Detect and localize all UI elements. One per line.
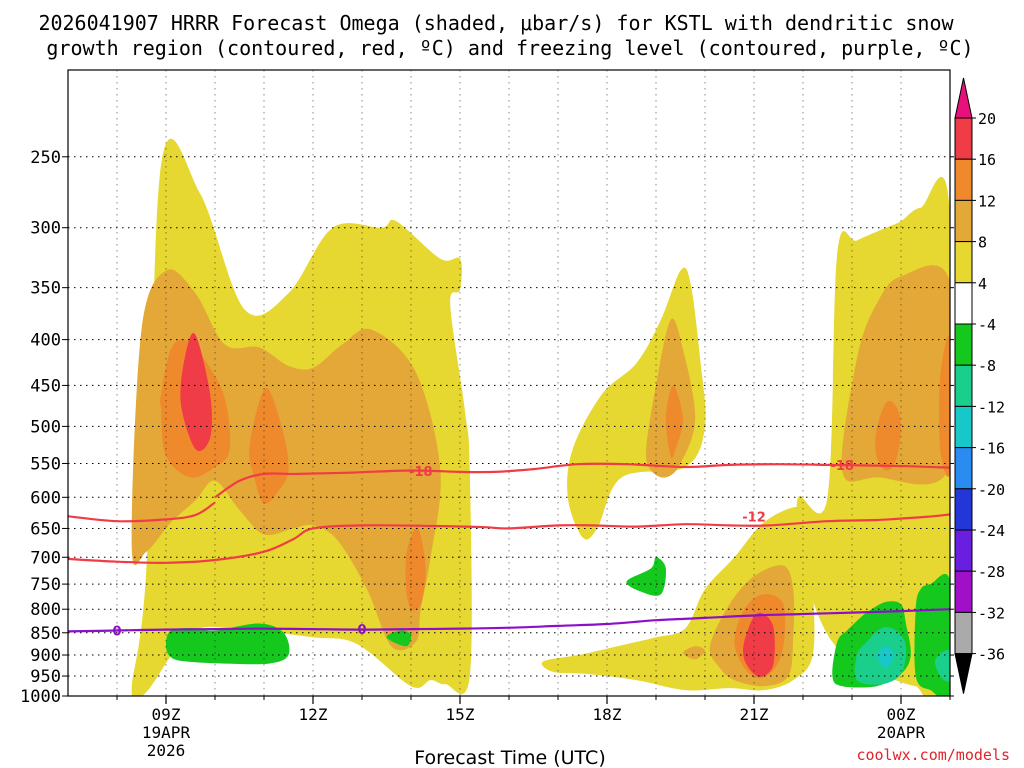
contour-dendritic-minus-12 — [68, 501, 216, 523]
x-tick-sublabel-00Z-0: 20APR — [877, 723, 926, 742]
colorbar-bin-6 — [954, 323, 973, 366]
y-tick-label-500: 500 — [30, 417, 61, 437]
y-tick-label-650: 650 — [30, 519, 61, 539]
colorbar-bin-2 — [954, 158, 973, 201]
y-tick-label-800: 800 — [30, 600, 61, 620]
x-tick-label-15Z: 15Z — [446, 705, 475, 724]
colorbar: 20 16 12 8 4 -4 -8 -12 -16 -20 -24 -28 -32 -36 — [954, 77, 1005, 694]
y-tick-label-750: 750 — [30, 575, 61, 595]
colorbar-bin-4 — [954, 241, 973, 284]
omega-region-17-level-12 — [939, 335, 950, 478]
colorbar-label-3: 8 — [978, 234, 987, 252]
y-tick-label-300: 300 — [30, 219, 61, 239]
colorbar-bin-5 — [954, 282, 973, 325]
omega-region-14-level-16 — [743, 612, 775, 677]
omega-region-18-level-neg4 — [166, 623, 290, 665]
y-tick-label-250: 250 — [30, 148, 61, 168]
colorbar-label-12: -32 — [978, 604, 1005, 622]
omega-region-15-level-8 — [683, 646, 705, 660]
y-tick-label-950: 950 — [30, 667, 61, 687]
colorbar-top-triangle — [954, 77, 973, 119]
y-tick-label-400: 400 — [30, 331, 61, 351]
omega-region-4-level-12 — [405, 526, 426, 611]
contour-extra-label-1: -18 — [830, 459, 854, 474]
omega-region-20-level-neg4 — [626, 557, 666, 596]
y-tick-label-550: 550 — [30, 454, 61, 474]
colorbar-label-1: 16 — [978, 151, 996, 169]
contour-extra-label-0: 0 — [357, 623, 366, 638]
x-tick-label-12Z: 12Z — [299, 705, 328, 724]
colorbar-label-5: -4 — [978, 316, 996, 334]
colorbar-bin-9 — [954, 447, 973, 490]
colorbar-label-6: -8 — [978, 357, 996, 375]
omega-region-11-level-8 — [841, 265, 950, 485]
omega-region-23-level-neg12 — [876, 646, 894, 668]
chart-title-line1: 2026041907 HRRR Forecast Omega (shaded, … — [38, 11, 954, 35]
contour-label-dendritic-minus-18: -18 — [409, 465, 433, 480]
x-tick-sublabel-09Z-0: 19APR — [142, 723, 191, 742]
colorbar-label-10: -24 — [978, 522, 1005, 540]
colorbar-bin-3 — [954, 199, 973, 243]
y-tick-label-900: 900 — [30, 646, 61, 666]
colorbar-bin-8 — [954, 405, 973, 449]
contour-dendritic-minus-18 — [214, 462, 950, 499]
y-tick-label-1000: 1000 — [20, 687, 61, 707]
omega-region-19-level-neg4 — [386, 630, 412, 647]
contour-dendritic-minus-12-main — [68, 513, 950, 564]
omega-region-25-level-neg8 — [934, 649, 950, 682]
colorbar-bin-10 — [954, 488, 973, 531]
y-tick-label-700: 700 — [30, 548, 61, 568]
omega-region-16-level-12 — [875, 400, 901, 471]
plot-content: -18 -12 0 0 -18 — [68, 70, 950, 696]
x-tick-label-18Z: 18Z — [593, 705, 622, 724]
colorbar-label-9: -20 — [978, 481, 1005, 499]
x-tick-sublabel-09Z-1: 2026 — [147, 741, 186, 760]
colorbar-bin-11 — [954, 529, 973, 572]
y-tick-label-600: 600 — [30, 488, 61, 508]
chart-title-line2: growth region (contoured, red, ºC) and f… — [46, 36, 973, 60]
colorbar-bin-13 — [954, 611, 973, 655]
y-tick-label-850: 850 — [30, 624, 61, 644]
colorbar-label-13: -36 — [978, 646, 1005, 664]
colorbar-label-11: -28 — [978, 563, 1005, 581]
colorbar-label-0: 20 — [978, 110, 996, 128]
omega-region-8-level-12 — [665, 385, 684, 459]
plot-area: -18 -12 0 0 -18 250 300 350 400 450 500 550 600 650 70… — [20, 69, 954, 760]
colorbar-bin-7 — [954, 364, 973, 407]
credit-text: coolwx.com/models — [856, 746, 1010, 764]
x-tick-label-00Z: 00Z — [887, 705, 916, 724]
x-tick-label-21Z: 21Z — [740, 705, 769, 724]
colorbar-bin-12 — [954, 570, 973, 613]
colorbar-bin-1 — [954, 117, 973, 160]
colorbar-bottom-triangle — [954, 653, 973, 694]
colorbar-label-2: 12 — [978, 192, 996, 210]
x-axis-label: Forecast Time (UTC) — [414, 747, 605, 768]
x-tick-label-09Z: 09Z — [152, 705, 181, 724]
colorbar-label-8: -16 — [978, 440, 1005, 458]
contour-label-freezing-level-zero: 0 — [112, 624, 121, 639]
contour-freezing-level-zero — [68, 608, 950, 633]
contour-label-dendritic-minus-12: -12 — [742, 510, 766, 525]
colorbar-label-7: -12 — [978, 398, 1005, 416]
y-tick-label-450: 450 — [30, 376, 61, 396]
y-tick-label-350: 350 — [30, 279, 61, 299]
omega-region-5-level-16 — [180, 333, 212, 452]
colorbar-label-4: 4 — [978, 275, 987, 293]
